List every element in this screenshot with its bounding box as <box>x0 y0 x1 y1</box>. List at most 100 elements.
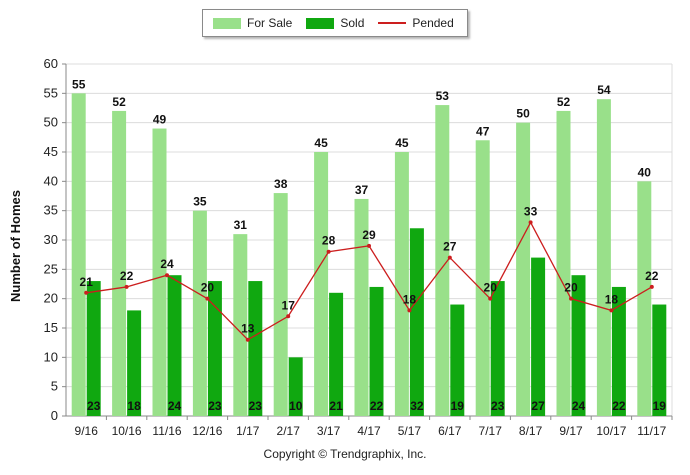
bar-for-sale <box>596 99 611 416</box>
bar-for-sale <box>394 152 409 416</box>
point-pended <box>447 255 452 260</box>
bar-for-sale <box>354 198 369 416</box>
data-label-for-sale: 38 <box>274 177 288 191</box>
x-tick-label: 3/17 <box>317 424 341 438</box>
data-label-sold: 19 <box>451 399 465 413</box>
x-tick-label: 5/17 <box>398 424 422 438</box>
y-tick-label: 30 <box>44 232 58 247</box>
data-label-for-sale: 55 <box>72 77 86 91</box>
bar-sold <box>571 275 586 416</box>
point-pended <box>488 296 493 301</box>
legend-label-pended: Pended <box>412 16 454 30</box>
data-label-for-sale: 53 <box>436 89 450 103</box>
bar-for-sale <box>152 128 167 417</box>
point-pended <box>528 220 533 225</box>
x-tick-label: 7/17 <box>479 424 503 438</box>
x-tick-label: 9/16 <box>75 424 99 438</box>
bar-sold <box>127 310 142 416</box>
data-label-sold: 23 <box>208 399 222 413</box>
y-axis-title: Number of Homes <box>8 190 23 302</box>
data-label-pended: 20 <box>201 281 215 295</box>
bar-sold <box>86 281 101 416</box>
data-label-pended: 22 <box>645 269 659 283</box>
y-tick-label: 55 <box>44 85 58 100</box>
point-pended <box>165 273 169 278</box>
legend-swatch-sold <box>306 17 335 29</box>
bar-for-sale <box>112 110 127 416</box>
data-label-for-sale: 47 <box>476 124 490 138</box>
point-pended <box>84 290 89 295</box>
bar-sold <box>652 304 667 416</box>
data-label-for-sale: 49 <box>153 113 167 127</box>
x-tick-label: 2/17 <box>277 424 301 438</box>
y-axis-title-wrap: Number of Homes <box>2 0 24 470</box>
data-label-pended: 21 <box>80 275 94 289</box>
data-label-pended: 13 <box>241 322 255 336</box>
bar-sold <box>611 286 626 416</box>
data-label-sold: 24 <box>572 399 586 413</box>
data-label-sold: 23 <box>87 399 101 413</box>
bar-sold <box>167 275 182 416</box>
data-label-sold: 21 <box>329 399 343 413</box>
bar-sold <box>288 357 303 416</box>
bar-for-sale <box>435 105 450 417</box>
data-label-for-sale: 40 <box>638 165 652 179</box>
data-label-pended: 18 <box>605 292 619 306</box>
x-tick-label: 4/17 <box>357 424 381 438</box>
point-pended <box>367 243 371 248</box>
y-tick-label: 10 <box>44 349 58 364</box>
data-label-pended: 29 <box>362 228 376 242</box>
data-label-sold: 27 <box>531 399 545 413</box>
x-tick-label: 12/16 <box>192 424 222 438</box>
bar-sold <box>531 257 546 416</box>
x-tick-label: 6/17 <box>438 424 462 438</box>
legend-label-for-sale: For Sale <box>247 16 293 30</box>
bar-for-sale <box>192 210 207 416</box>
legend-item-for-sale: For Sale <box>213 16 292 30</box>
y-tick-label: 45 <box>44 144 58 159</box>
point-pended <box>649 284 654 289</box>
data-label-for-sale: 45 <box>395 136 409 150</box>
point-pended <box>407 308 412 313</box>
data-label-sold: 23 <box>491 399 505 413</box>
data-label-pended: 22 <box>120 269 134 283</box>
data-label-for-sale: 45 <box>314 136 328 150</box>
bar-sold <box>329 292 344 416</box>
bar-for-sale <box>233 234 248 416</box>
data-label-pended: 17 <box>282 298 296 312</box>
x-tick-label: 9/17 <box>559 424 583 438</box>
data-label-sold: 32 <box>410 399 424 413</box>
y-tick-label: 20 <box>44 291 58 306</box>
bar-for-sale <box>637 181 652 416</box>
data-label-for-sale: 52 <box>557 95 571 109</box>
data-label-sold: 19 <box>653 399 667 413</box>
data-label-pended: 24 <box>160 257 174 271</box>
bar-for-sale <box>273 193 288 416</box>
legend-label-sold: Sold <box>340 16 365 30</box>
data-label-pended: 18 <box>403 292 417 306</box>
x-tick-label: 11/16 <box>152 424 181 438</box>
x-tick-label: 10/16 <box>112 424 142 438</box>
data-label-pended: 20 <box>484 281 498 295</box>
data-label-pended: 27 <box>443 240 457 254</box>
data-label-sold: 18 <box>127 399 141 413</box>
bar-for-sale <box>516 122 531 417</box>
y-tick-label: 15 <box>44 320 58 335</box>
point-pended <box>609 308 614 313</box>
legend: For Sale Sold Pended <box>202 9 468 37</box>
bar-for-sale <box>556 110 571 416</box>
bar-sold <box>248 281 263 416</box>
bar-sold <box>409 228 424 416</box>
data-label-for-sale: 35 <box>193 195 207 209</box>
point-pended <box>569 296 573 301</box>
data-label-for-sale: 54 <box>597 83 611 97</box>
data-label-sold: 22 <box>370 399 384 413</box>
bar-sold <box>450 304 465 416</box>
x-tick-label: 10/17 <box>596 424 626 438</box>
data-label-sold: 22 <box>612 399 626 413</box>
y-tick-label: 40 <box>44 173 58 188</box>
legend-item-pended: Pended <box>378 16 454 30</box>
data-label-pended: 33 <box>524 204 538 218</box>
x-tick-label: 8/17 <box>519 424 543 438</box>
